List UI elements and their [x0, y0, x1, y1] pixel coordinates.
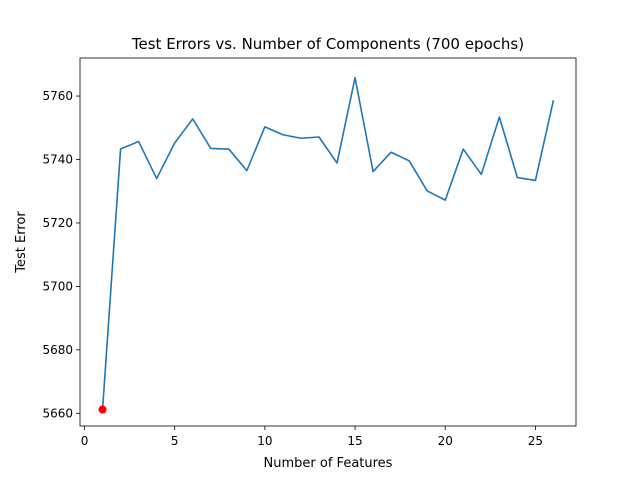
x-tick-label: 20 — [438, 434, 453, 448]
series-line — [101, 76, 555, 410]
highlight-point — [98, 405, 107, 414]
plot-area: 0 5 10 15 20 25 5660 5680 5700 5720 5740 5760 — [42, 57, 577, 448]
x-tick-label: 10 — [257, 434, 272, 448]
y-tick-label: 5680 — [42, 343, 73, 357]
y-tick-label: 5720 — [42, 216, 73, 230]
axes-frame — [79, 57, 577, 427]
x-tick-label: 15 — [347, 434, 362, 448]
x-axis-label: Number of Features — [264, 456, 393, 471]
y-axis-label: Test Error — [14, 211, 29, 274]
y-tick-label: 5760 — [42, 89, 73, 103]
y-tick-label: 5660 — [42, 406, 73, 420]
x-tick-label: 5 — [171, 434, 179, 448]
x-tick-label: 25 — [528, 434, 543, 448]
x-tick-label: 0 — [81, 434, 89, 448]
chart-title: Test Errors vs. Number of Components (70… — [131, 35, 524, 53]
y-tick-label: 5740 — [42, 153, 73, 167]
y-tick-label: 5700 — [42, 279, 73, 293]
